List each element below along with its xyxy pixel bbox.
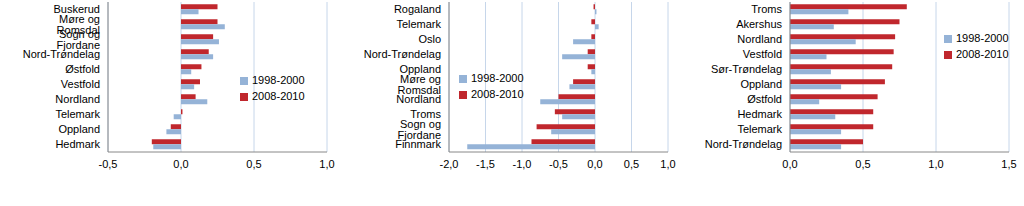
svg-text:Østfold: Østfold [65,63,100,75]
svg-text:Oppland: Oppland [740,78,782,90]
svg-text:Nord-Trøndelag: Nord-Trøndelag [364,48,441,60]
svg-text:Telemark: Telemark [396,18,441,30]
svg-text:-0,5: -0,5 [549,158,568,170]
svg-text:0,5: 0,5 [624,158,639,170]
svg-text:0,5: 0,5 [855,158,870,170]
svg-text:Vestfold: Vestfold [743,48,782,60]
svg-text:Nordland: Nordland [55,93,100,105]
svg-text:-1,5: -1,5 [476,158,495,170]
svg-text:0,0: 0,0 [782,158,797,170]
svg-text:1,5: 1,5 [1001,158,1016,170]
svg-text:Østfold: Østfold [747,93,782,105]
svg-text:1,0: 1,0 [660,158,675,170]
svg-text:Nordland: Nordland [396,93,441,105]
svg-text:Oslo: Oslo [418,33,441,45]
svg-text:Telemark: Telemark [55,108,100,120]
svg-text:Akershus: Akershus [736,18,782,30]
svg-text:-1,0: -1,0 [513,158,532,170]
svg-text:Telemark: Telemark [737,123,782,135]
svg-text:-2,0: -2,0 [440,158,459,170]
svg-text:Finnmark: Finnmark [395,138,441,150]
svg-text:Vestfold: Vestfold [61,78,100,90]
svg-text:Nord-Trøndelag: Nord-Trøndelag [705,138,782,150]
svg-text:1,0: 1,0 [319,158,334,170]
svg-text:1,0: 1,0 [928,158,943,170]
svg-text:Nord-Trøndelag: Nord-Trøndelag [23,48,100,60]
svg-text:Oppland: Oppland [58,123,100,135]
svg-text:Rogaland: Rogaland [394,3,441,15]
svg-text:Sør-Trøndelag: Sør-Trøndelag [711,63,782,75]
svg-text:0,5: 0,5 [246,158,261,170]
svg-text:0,0: 0,0 [587,158,602,170]
svg-text:Hedmark: Hedmark [55,138,100,150]
svg-text:-0,5: -0,5 [99,158,118,170]
svg-text:Hedmark: Hedmark [737,108,782,120]
svg-text:Troms: Troms [751,3,782,15]
svg-text:0,0: 0,0 [173,158,188,170]
svg-text:Nordland: Nordland [737,33,782,45]
